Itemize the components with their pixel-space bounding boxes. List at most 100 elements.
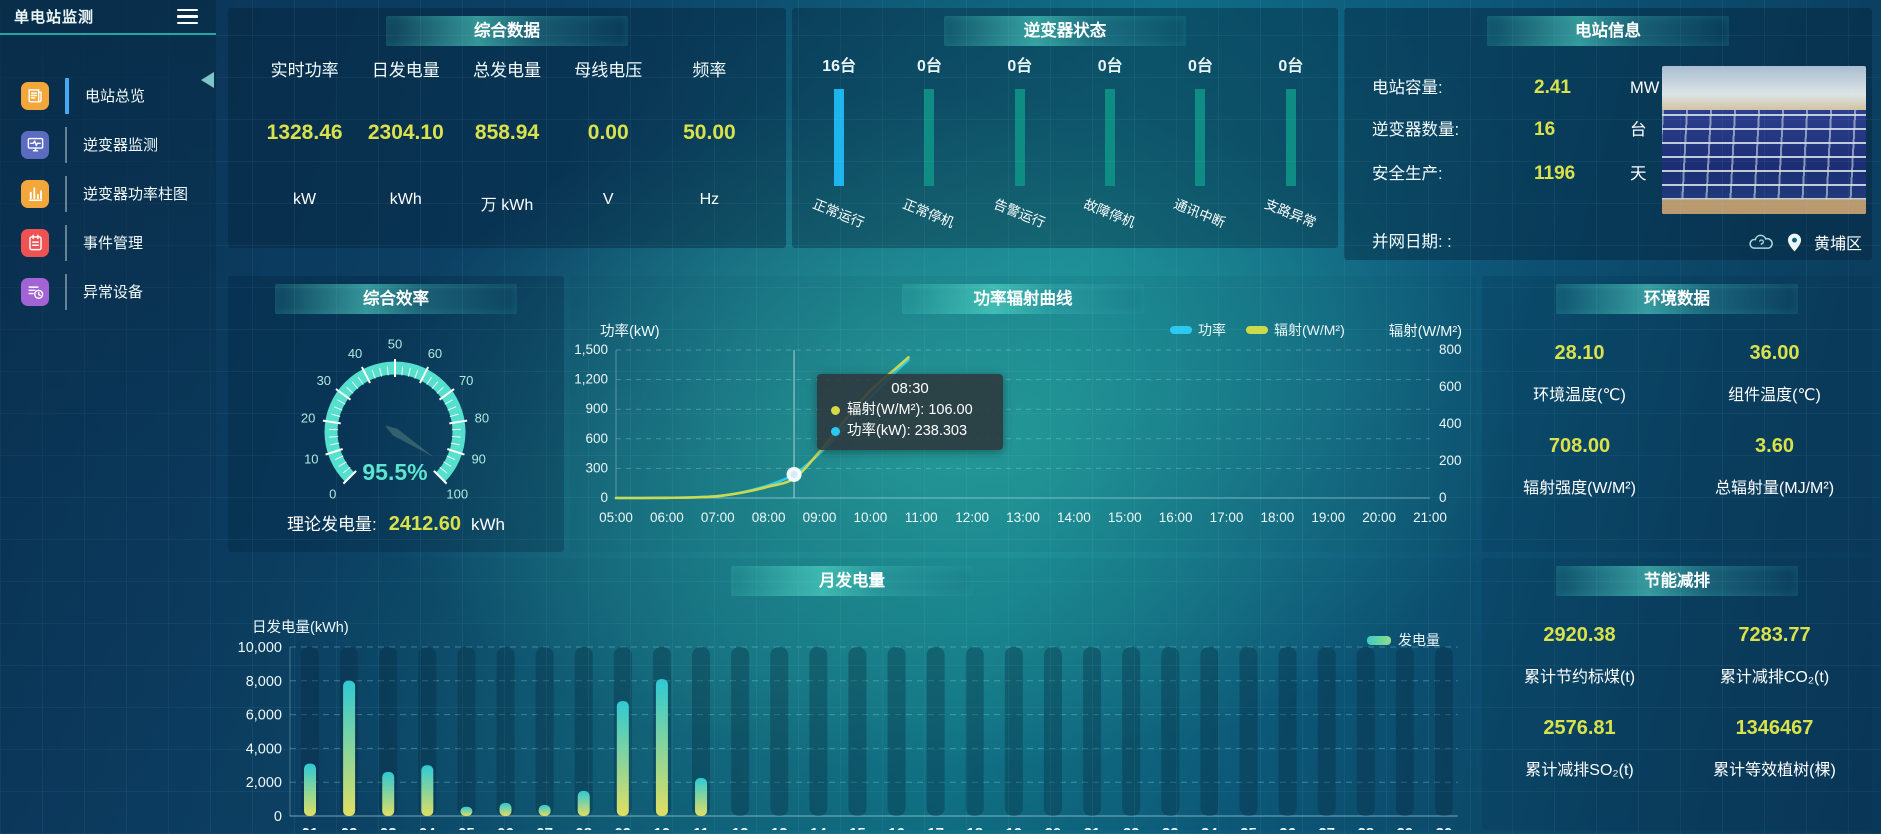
safe-production-row: 安全生产: 1196 天 bbox=[1372, 163, 1647, 184]
monitor-wave-icon bbox=[21, 130, 49, 159]
svg-text:90: 90 bbox=[471, 452, 485, 467]
nav-divider bbox=[65, 126, 67, 163]
panel-title: 节能减排 bbox=[1556, 566, 1798, 596]
saving-trees: 1346467 累计等效植树(棵) bbox=[1713, 717, 1836, 779]
legend-swatch bbox=[1246, 326, 1268, 334]
svg-text:05: 05 bbox=[458, 825, 475, 830]
summary-metrics: 实时功率 1328.46 kW 日发电量 2304.10 kWh 总发电量 85… bbox=[228, 8, 786, 215]
svg-text:21:00: 21:00 bbox=[1413, 510, 1447, 525]
svg-text:10,000: 10,000 bbox=[238, 640, 282, 656]
svg-text:95.5%: 95.5% bbox=[362, 459, 427, 485]
svg-text:600: 600 bbox=[585, 431, 608, 446]
legend-power[interactable]: 功率 bbox=[1170, 320, 1226, 340]
svg-text:20: 20 bbox=[301, 411, 315, 426]
power-radiation-plot[interactable]: 0 300 600 900 1,200 1,500 0 200 400 600 800 05:00 06… bbox=[570, 340, 1476, 540]
sidebar-item-label: 事件管理 bbox=[83, 235, 144, 252]
inverter-status-columns: 16台 正常运行 0台 正常停机 0台 告警运行 0台 故障停机 0台 bbox=[792, 8, 1338, 231]
sidebar-item-label: 逆变器监测 bbox=[83, 137, 159, 154]
svg-text:11: 11 bbox=[693, 825, 709, 830]
sidebar-collapse-arrow[interactable] bbox=[201, 72, 214, 88]
sidebar: 单电站监测 电站总览 逆变器监测 bbox=[0, 0, 216, 834]
metric-total-energy: 总发电量 858.94 万 kWh bbox=[473, 61, 541, 214]
svg-text:18:00: 18:00 bbox=[1260, 510, 1294, 525]
legend-radiation[interactable]: 辐射(W/M²) bbox=[1246, 320, 1345, 340]
svg-text:80: 80 bbox=[475, 411, 489, 426]
svg-text:08:00: 08:00 bbox=[752, 510, 786, 525]
bar-chart-icon bbox=[21, 179, 49, 208]
svg-text:22: 22 bbox=[1123, 825, 1140, 830]
panel-efficiency: 综合效率 0 10 20 30 40 50 60 70 80 90 100 95.5% 理论发电量: 2… bbox=[228, 276, 564, 552]
cloud-icon bbox=[1749, 234, 1773, 249]
panel-title: 综合效率 bbox=[275, 284, 517, 314]
app-title: 单电站监测 bbox=[14, 9, 95, 26]
svg-text:23: 23 bbox=[1162, 825, 1179, 830]
panel-power-radiation-chart[interactable]: 功率辐射曲线 功率(kW) 功率 辐射(W/M²) 辐射(W/M²) 0 300 6… bbox=[570, 276, 1476, 552]
svg-text:0: 0 bbox=[274, 809, 282, 825]
svg-text:29: 29 bbox=[1397, 825, 1414, 830]
inverter-status-fault-stop: 0台 故障停机 bbox=[1081, 58, 1138, 231]
svg-text:1,200: 1,200 bbox=[574, 372, 608, 387]
theory-energy-row: 理论发电量: 2412.60 kWh bbox=[286, 513, 506, 535]
panel-monthly-generation[interactable]: 月发电量 日发电量(kWh) 发电量 0 2,000 4,000 6,000 8,000… bbox=[228, 558, 1476, 830]
svg-text:50: 50 bbox=[388, 337, 402, 352]
svg-text:19:00: 19:00 bbox=[1311, 510, 1345, 525]
svg-text:17:00: 17:00 bbox=[1210, 510, 1244, 525]
tooltip-radiation-row: 辐射(W/M²): 106.00 bbox=[831, 400, 989, 421]
svg-text:08: 08 bbox=[575, 825, 592, 830]
legend-swatch bbox=[1170, 326, 1192, 334]
svg-text:21: 21 bbox=[1084, 825, 1101, 830]
bar-axis-title: 日发电量(kWh) bbox=[252, 620, 349, 636]
notebook-icon bbox=[21, 228, 49, 257]
inverter-status-normal-stop: 0台 正常停机 bbox=[901, 58, 957, 231]
svg-text:600: 600 bbox=[1439, 379, 1462, 394]
saving-co2: 7283.77 累计减排CO₂(t) bbox=[1719, 624, 1830, 686]
location-label: 黄埔区 bbox=[1813, 236, 1862, 253]
panel-title: 月发电量 bbox=[731, 566, 973, 596]
svg-text:15:00: 15:00 bbox=[1108, 510, 1142, 525]
monthly-generation-plot[interactable]: 0 2,000 4,000 6,000 8,000 10,000 01 02 03 04 05 06 0… bbox=[228, 618, 1476, 830]
status-bar bbox=[924, 89, 935, 186]
env-module-temp: 36.00 组件温度(℃) bbox=[1728, 342, 1821, 404]
location-pin-icon bbox=[1787, 233, 1802, 251]
svg-text:15: 15 bbox=[849, 825, 866, 830]
svg-text:16:00: 16:00 bbox=[1159, 510, 1193, 525]
svg-text:10: 10 bbox=[304, 452, 318, 467]
sidebar-item-abnormal-devices[interactable]: 异常设备 bbox=[0, 267, 216, 316]
sidebar-item-inverter-power-bars[interactable]: 逆变器功率柱图 bbox=[0, 169, 216, 218]
left-axis-title: 功率(kW) bbox=[600, 324, 660, 340]
svg-text:01: 01 bbox=[302, 825, 319, 830]
status-bar bbox=[1195, 89, 1206, 186]
photo-sky bbox=[1662, 66, 1866, 111]
panel-summary-data: 综合数据 实时功率 1328.46 kW 日发电量 2304.10 kWh 总发… bbox=[228, 8, 786, 248]
sidebar-nav: 电站总览 逆变器监测 逆变器功率柱图 事 bbox=[0, 71, 216, 316]
svg-text:30: 30 bbox=[317, 373, 331, 388]
hamburger-menu-icon[interactable] bbox=[177, 8, 198, 25]
bar-chart-legend[interactable]: 发电量 bbox=[1367, 630, 1440, 650]
svg-text:8,000: 8,000 bbox=[246, 674, 282, 690]
grid-connect-date-row: 并网日期: : bbox=[1372, 233, 1452, 251]
svg-text:20: 20 bbox=[1045, 825, 1062, 830]
svg-text:07:00: 07:00 bbox=[701, 510, 735, 525]
panel-station-info: 电站信息 电站容量: 2.41 MW 逆变器数量: 16 台 安全生产: 119… bbox=[1344, 8, 1872, 260]
svg-text:06: 06 bbox=[497, 825, 514, 830]
power-dot-icon bbox=[831, 427, 840, 436]
svg-text:0: 0 bbox=[600, 490, 608, 505]
status-bar bbox=[1285, 89, 1296, 186]
panel-title: 功率辐射曲线 bbox=[902, 284, 1144, 314]
sidebar-item-station-overview[interactable]: 电站总览 bbox=[0, 71, 216, 120]
svg-text:11:00: 11:00 bbox=[905, 510, 938, 525]
svg-text:13: 13 bbox=[771, 825, 788, 830]
svg-text:70: 70 bbox=[459, 373, 473, 388]
svg-text:19: 19 bbox=[1006, 825, 1023, 830]
sidebar-item-label: 逆变器功率柱图 bbox=[83, 186, 189, 203]
svg-text:14: 14 bbox=[810, 825, 827, 830]
status-bar bbox=[834, 89, 845, 186]
sidebar-item-inverter-monitor[interactable]: 逆变器监测 bbox=[0, 120, 216, 169]
sidebar-item-event-management[interactable]: 事件管理 bbox=[0, 218, 216, 267]
svg-text:13:00: 13:00 bbox=[1006, 510, 1040, 525]
tooltip-power-row: 功率(kW): 238.303 bbox=[831, 421, 989, 442]
inverter-status-normal-run: 16台 正常运行 bbox=[810, 58, 867, 231]
svg-text:09:00: 09:00 bbox=[803, 510, 837, 525]
station-location: 黄埔区 bbox=[1747, 230, 1862, 254]
